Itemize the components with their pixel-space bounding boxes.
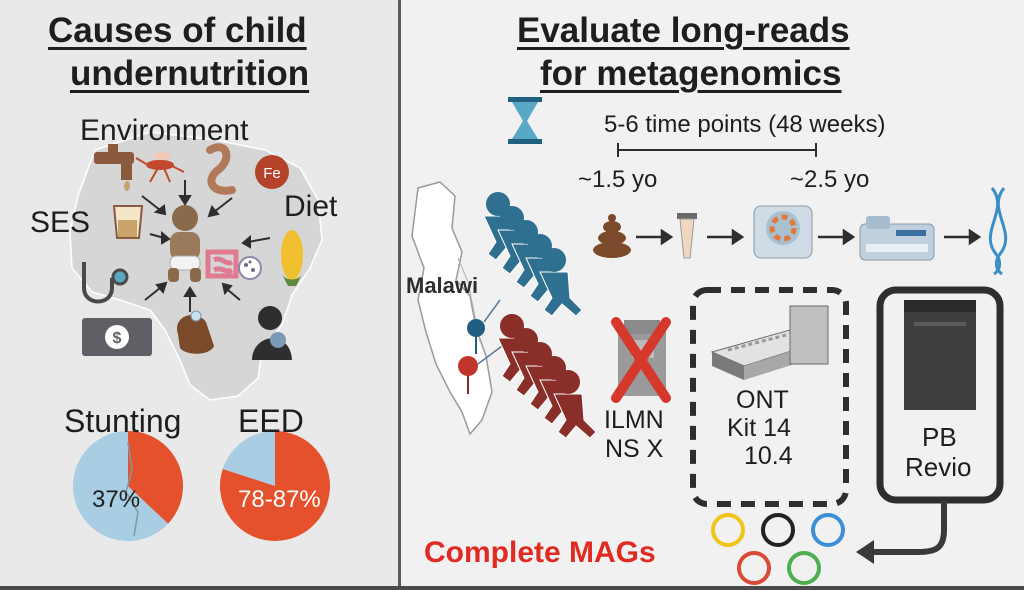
red-children-group	[497, 314, 597, 439]
corn-icon	[281, 230, 303, 286]
intestine-icon	[205, 249, 239, 279]
ont-device-icon	[710, 305, 829, 380]
panel-divider	[398, 0, 401, 590]
ilmn-label-line2: NS X	[605, 435, 664, 463]
stunting-value: 37%	[92, 486, 141, 513]
mag-rings	[711, 513, 845, 585]
tap-icon	[94, 144, 134, 191]
pb-label-line2: Revio	[905, 452, 972, 482]
sequencer-icon	[859, 216, 935, 261]
blue-child-5	[539, 248, 583, 317]
stunting-malawi-outline	[125, 441, 139, 537]
mag-ring-4	[737, 551, 771, 585]
mag-ring-2	[761, 513, 795, 547]
mag-ring-3	[811, 513, 845, 547]
pb-device-icon	[904, 300, 976, 410]
bottom-border	[0, 586, 1024, 590]
ont-label-line3: 10.4	[744, 442, 793, 470]
left-title-line2: undernutrition	[70, 54, 310, 93]
timeline-bracket	[617, 143, 817, 157]
pin-connectors	[477, 299, 503, 365]
left-title-line1: Causes of child	[48, 11, 307, 50]
hands-icon	[177, 310, 214, 354]
location-pin-north	[467, 319, 485, 354]
microbe-icon	[238, 256, 262, 280]
ont-label-line2: Kit 14	[727, 414, 791, 442]
centrifuge-icon	[753, 205, 813, 259]
pb-to-mags-arrow	[856, 500, 947, 564]
cross-mark-icon	[611, 317, 671, 403]
location-pin-south	[458, 356, 478, 394]
right-panel	[401, 0, 1024, 590]
eed-pie-slice	[220, 431, 331, 541]
child-icon	[168, 205, 201, 282]
malawi-label: Malawi	[406, 273, 479, 298]
mother-child-icon	[252, 306, 292, 360]
malawi-map	[411, 181, 493, 436]
complete-mags-label: Complete MAGs	[424, 536, 656, 569]
iron-label: Fe	[263, 165, 281, 182]
stunting-pie-slice	[128, 431, 183, 524]
stool-icon	[593, 214, 631, 258]
dna-icon	[988, 187, 1008, 276]
ses-label: SES	[30, 206, 91, 239]
stethoscope-icon	[82, 262, 129, 304]
environment-label: Environment	[80, 114, 249, 147]
hourglass-icon	[508, 97, 542, 144]
timeline-end: ~2.5 yo	[790, 166, 870, 193]
workflow-arrows	[636, 228, 982, 246]
ilmn-label-line1: ILMN	[604, 406, 664, 434]
tube-icon	[677, 213, 697, 259]
ont-dashed-box	[690, 287, 849, 507]
worm-icon	[206, 143, 236, 195]
stunting-label: Stunting	[64, 403, 182, 439]
red-child-5	[553, 370, 597, 439]
iron-icon: Fe	[255, 155, 289, 189]
diet-label: Diet	[284, 190, 338, 223]
cup-icon	[112, 205, 144, 239]
right-title-line1: Evaluate long-reads	[517, 11, 850, 50]
mosquito-icon	[135, 152, 185, 183]
mag-ring-5	[787, 551, 821, 585]
dollar-symbol: $	[113, 330, 122, 347]
eed-label: EED	[238, 403, 304, 439]
timeline-start: ~1.5 yo	[578, 166, 658, 193]
eed-pie-rest	[222, 431, 275, 486]
stunting-pie-rest	[72, 431, 169, 541]
blue-children-group	[483, 192, 583, 317]
eed-value: 78-87%	[238, 486, 321, 513]
timeline-label: 5-6 time points (48 weeks)	[604, 111, 886, 138]
pb-box	[876, 286, 1004, 504]
ont-label-line1: ONT	[736, 386, 789, 414]
money-icon: $	[82, 318, 152, 356]
factor-arrows	[141, 180, 271, 312]
pb-label-line1: PB	[922, 422, 957, 452]
right-title-line2: for metagenomics	[540, 54, 842, 93]
mag-ring-1	[711, 513, 745, 547]
